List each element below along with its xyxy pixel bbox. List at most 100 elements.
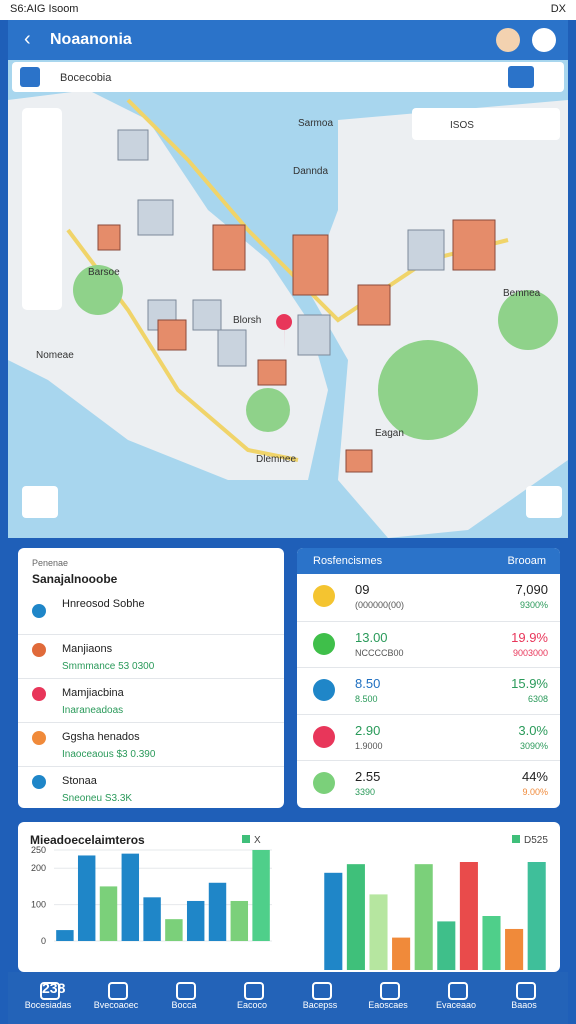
map[interactable]: Sarmoa Dannda Bemnea Nomeae Dlemnee Eaga… (8, 60, 568, 538)
list-icon (32, 687, 46, 701)
y-tick-label: 250 (31, 845, 46, 855)
nav-label[interactable]: Bvecoaoec (93, 1000, 139, 1010)
cell: 8.500 (355, 694, 378, 704)
bar (437, 921, 456, 970)
list-subtitle: Penenae (32, 558, 69, 568)
list-icon (32, 604, 46, 618)
cell: 3390 (355, 787, 376, 797)
search-placeholder: Bocecobia (60, 72, 112, 84)
bar (121, 853, 140, 941)
table-header: Rosfencismes Brooam (297, 548, 560, 574)
map-label: Dlemnee (256, 454, 296, 465)
list-item-title: Hnreosod Sobhe (62, 598, 145, 610)
nav-label[interactable]: Baaos (511, 1000, 537, 1010)
row-icon (313, 679, 335, 701)
list-item-title: Ggsha henados (62, 731, 140, 743)
row-icon (313, 585, 335, 607)
chart-panel: Mieadoecelaimteros X 0 100 200 250 D525 (18, 822, 560, 972)
header-title: Noaanonia (50, 31, 132, 48)
cell: 7,090 (515, 582, 548, 597)
cell: 1.9000 (355, 740, 383, 751)
bar (230, 900, 249, 941)
bar (414, 864, 433, 970)
table-action[interactable]: Brooam (507, 555, 546, 567)
nav-icon (312, 982, 332, 1000)
row-icon (313, 725, 335, 748)
bar (346, 864, 365, 970)
nav-label[interactable]: Bacepss (302, 1000, 338, 1010)
bar (324, 872, 343, 970)
bar (165, 919, 183, 941)
profile-button[interactable] (532, 28, 556, 52)
table-row: 09 (000000(00) 7,090 9300% (297, 574, 560, 620)
map-label: Eagan (375, 428, 404, 439)
chart-title: Mieadoecelaimteros (30, 833, 145, 847)
bar (99, 886, 118, 941)
cell: 9300% (519, 600, 548, 610)
compass-button[interactable] (22, 486, 58, 518)
cell: NCCCCB00 (355, 647, 404, 658)
list-panel: Penenae Sanajalnooobe Hnreosod Sobhe Manj… (18, 548, 284, 808)
map-label: Barsoe (88, 267, 120, 278)
bottom-nav: 238 Bocesiadas Bvecoaoec Bocca Eacoco Baceps… (8, 972, 568, 1024)
map-label: Nomeae (36, 350, 74, 361)
nav-icon (380, 982, 400, 1000)
bar (77, 855, 96, 941)
map-controls[interactable] (412, 108, 560, 140)
nav-label[interactable]: Bocca (171, 1000, 197, 1010)
list-item-detail: Inaraneadoas (62, 705, 124, 716)
cell: 09 (355, 582, 370, 597)
nav-label[interactable]: Eacoco (236, 1000, 268, 1010)
cell: 3.0% (518, 722, 548, 738)
locate-button[interactable] (526, 486, 562, 518)
map-label: Bemnea (503, 288, 541, 299)
list-item: Ggsha henados Inaoceaous $3 0.390 (18, 722, 284, 767)
map-label: Sarmoa (298, 118, 333, 129)
map-controls-label: ISOS (450, 120, 474, 131)
list-item-detail: Smmmance 53 0300 (62, 661, 155, 672)
map-label: Dannda (293, 166, 328, 177)
charts: Mieadoecelaimteros X 0 100 200 250 D525 (30, 833, 548, 970)
cell: 9003000 (512, 647, 548, 658)
list-item-title: Manjiaons (62, 643, 113, 655)
list-item-title: Stonaa (62, 775, 97, 787)
row-icon (313, 772, 335, 794)
nav-icon (108, 982, 128, 1000)
nav-label[interactable]: Evaceaao (435, 1000, 477, 1010)
nav-icon (448, 982, 468, 1000)
status-bar: S6:AIG Isoom DX (0, 0, 576, 20)
bar (392, 937, 411, 970)
list-icon (32, 731, 46, 745)
bar (208, 882, 227, 941)
y-tick-label: 0 (41, 936, 46, 946)
cell: 8.50 (355, 676, 381, 691)
table-row: 2.55 3390 44% 9.00% (297, 760, 560, 807)
map-toolbar[interactable] (22, 108, 62, 310)
avatar[interactable] (496, 28, 520, 52)
list-item: Stonaa Sneoneu S3.3K (18, 766, 284, 811)
status-icons: DX (550, 3, 566, 15)
legend-swatch (242, 835, 250, 843)
y-tick-label: 200 (31, 863, 46, 873)
nav-label[interactable]: Bocesiadas (24, 1000, 72, 1010)
cell: 13.00 (355, 629, 388, 645)
search-bar[interactable] (12, 62, 564, 92)
nav-icon (516, 982, 536, 1000)
nav-label[interactable]: Eaoscaes (368, 1000, 408, 1010)
status-time: S6:AIG Isoom (10, 3, 79, 15)
table-row: 2.90 1.9000 3.0% 3090% (297, 713, 560, 761)
back-button[interactable]: ‹ (24, 28, 31, 50)
bar (252, 850, 270, 941)
nav-icon (244, 982, 264, 1000)
bar (369, 894, 388, 970)
bar (459, 862, 478, 970)
legend-swatch (512, 835, 520, 843)
list-item-title: Mamjiacbina (62, 687, 124, 699)
list-icon (32, 775, 46, 789)
cell: 6308 (527, 694, 548, 704)
cell: 15.9% (511, 676, 548, 691)
cell: 2.90 (355, 722, 381, 738)
table-panel: Rosfencismes Brooam 09 (000000(00) 7,090 93… (297, 548, 560, 808)
bar (482, 916, 501, 970)
